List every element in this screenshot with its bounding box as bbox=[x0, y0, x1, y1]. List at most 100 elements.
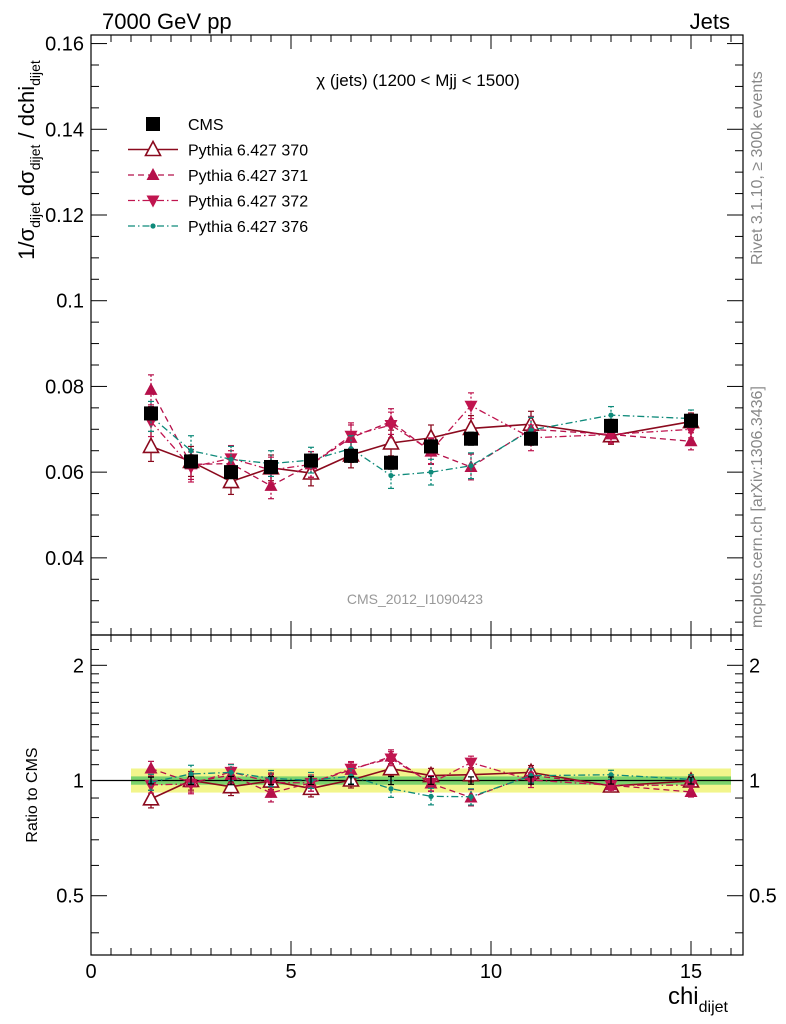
legend-marker bbox=[146, 117, 160, 131]
x-tick-label: 10 bbox=[480, 961, 502, 983]
ratio-y-tick-label: 1 bbox=[73, 771, 84, 793]
series-4-ratio-point bbox=[188, 771, 194, 777]
legend-marker bbox=[144, 139, 162, 157]
series-1-ratio-point bbox=[382, 758, 400, 776]
series-3-point bbox=[384, 420, 398, 432]
series-0-point bbox=[384, 455, 398, 470]
series-2-point bbox=[684, 434, 698, 447]
y-tick-label: 0.1 bbox=[56, 291, 84, 313]
series-4-ratio-point bbox=[428, 793, 434, 799]
legend-label: CMS bbox=[188, 117, 224, 134]
y-label-sub3: dijet bbox=[27, 60, 43, 86]
x-axis-label: chidijet bbox=[668, 983, 729, 1016]
series-0-point bbox=[184, 454, 198, 469]
series-1-ratio-line bbox=[150, 767, 692, 800]
series-2-ratio-point bbox=[264, 785, 278, 798]
x-tick-label: 5 bbox=[285, 961, 296, 983]
legend: CMS Pythia 6.427 370 Pythia 6.427 371 Pythi… bbox=[128, 117, 308, 236]
series-0-point bbox=[604, 418, 618, 433]
y-tick-label: 0.16 bbox=[45, 34, 84, 56]
series-0-point bbox=[344, 448, 358, 463]
series-1-point bbox=[222, 471, 240, 489]
x-label-main: chi bbox=[668, 983, 699, 1010]
y-label-sub1: dijet bbox=[27, 202, 43, 228]
series-0-point bbox=[304, 453, 318, 468]
ratio-axis-ticks: 0 5 10 15 0.5 0.5 1 1 2 2 bbox=[56, 635, 777, 983]
x-tick-label: 15 bbox=[680, 961, 702, 983]
header-right: Jets bbox=[690, 9, 730, 34]
series-3-line bbox=[150, 404, 692, 471]
series-0-ratio bbox=[148, 775, 694, 786]
series-4-point bbox=[528, 427, 534, 433]
y-label-sub2: dijet bbox=[27, 144, 43, 170]
series-4-point bbox=[608, 412, 614, 418]
series-0-point bbox=[684, 413, 698, 428]
series-4-point bbox=[388, 472, 394, 479]
legend-item-3: Pythia 6.427 372 bbox=[128, 194, 308, 211]
legend-label: Pythia 6.427 371 bbox=[188, 168, 308, 185]
series-0-main bbox=[144, 406, 698, 480]
series-0-point bbox=[224, 465, 238, 480]
ratio-series-group bbox=[142, 749, 700, 809]
series-3-ratio-point bbox=[604, 780, 618, 793]
x-tick-label: 0 bbox=[85, 961, 96, 983]
series-4-ratio-point bbox=[388, 786, 394, 792]
ratio-y-tick-label-right: 1 bbox=[749, 771, 760, 793]
legend-marker bbox=[150, 223, 156, 229]
legend-item-4: Pythia 6.427 376 bbox=[128, 219, 308, 236]
main-axis-ticks: 0.04 0.06 0.08 0.1 0.12 0.14 0.16 bbox=[45, 34, 743, 635]
series-0-point bbox=[264, 460, 278, 474]
series-4-ratio-line bbox=[150, 771, 692, 798]
rivet-side-label: Rivet 3.1.10, ≥ 300k events bbox=[749, 71, 766, 265]
mcplots-side-label: mcplots.cern.ch [arXiv:1306.3436] bbox=[749, 386, 766, 628]
legend-label: Pythia 6.427 376 bbox=[188, 219, 308, 236]
series-4-point bbox=[428, 469, 434, 475]
y-label-part1: 1/σ bbox=[14, 227, 39, 259]
series-2-point bbox=[144, 382, 158, 395]
series-3-point bbox=[464, 400, 478, 413]
series-4-ratio-point bbox=[608, 772, 614, 778]
y-tick-label: 0.04 bbox=[45, 548, 84, 570]
legend-item-1: Pythia 6.427 370 bbox=[128, 139, 308, 160]
y-tick-label: 0.14 bbox=[45, 119, 84, 141]
series-2-point bbox=[264, 478, 278, 491]
x-label-sub: dijet bbox=[699, 999, 729, 1016]
series-4-point bbox=[468, 463, 474, 469]
y-tick-label: 0.12 bbox=[45, 205, 84, 227]
series-2-ratio-line bbox=[150, 755, 692, 799]
series-0-point bbox=[464, 431, 478, 446]
main-series-group bbox=[142, 374, 700, 500]
ratio-y-tick-label-right: 2 bbox=[749, 655, 760, 677]
series-4-ratio bbox=[148, 764, 694, 806]
y-label-part3: / dchi bbox=[14, 86, 39, 145]
legend-item-2: Pythia 6.427 371 bbox=[128, 168, 308, 185]
legend-marker bbox=[146, 168, 160, 180]
series-1-ratio-point bbox=[142, 789, 160, 806]
series-4-ratio-point bbox=[228, 769, 234, 776]
ratio-y-tick-label: 0.5 bbox=[56, 886, 84, 908]
ratio-y-axis-label: Ratio to CMS bbox=[24, 747, 41, 842]
series-1-point bbox=[142, 436, 160, 454]
series-4-point bbox=[228, 456, 234, 462]
series-0-point bbox=[144, 406, 158, 421]
y-tick-label: 0.08 bbox=[45, 376, 84, 398]
ratio-y-tick-label-right: 0.5 bbox=[749, 886, 777, 908]
series-4-ratio-point bbox=[468, 794, 474, 800]
series-1-point bbox=[382, 433, 400, 450]
ratio-y-tick-label: 2 bbox=[73, 655, 84, 677]
series-0-point bbox=[424, 439, 438, 454]
analysis-watermark: CMS_2012_I1090423 bbox=[347, 591, 483, 607]
series-1-ratio-point bbox=[222, 777, 240, 794]
legend-marker bbox=[146, 195, 160, 208]
series-3-ratio-point bbox=[684, 780, 698, 793]
series-2-ratio-point bbox=[144, 761, 158, 774]
legend-label: Pythia 6.427 372 bbox=[188, 194, 308, 211]
ratio-plot-frame bbox=[90, 634, 744, 956]
series-3-ratio-point bbox=[464, 757, 478, 770]
chart-title: χ (jets) (1200 < Mjj < 1500) bbox=[316, 71, 520, 90]
series-2-line bbox=[150, 389, 692, 487]
legend-item-0: CMS bbox=[146, 117, 224, 134]
y-tick-label: 0.06 bbox=[45, 462, 84, 484]
header-left: 7000 GeV pp bbox=[102, 9, 232, 34]
